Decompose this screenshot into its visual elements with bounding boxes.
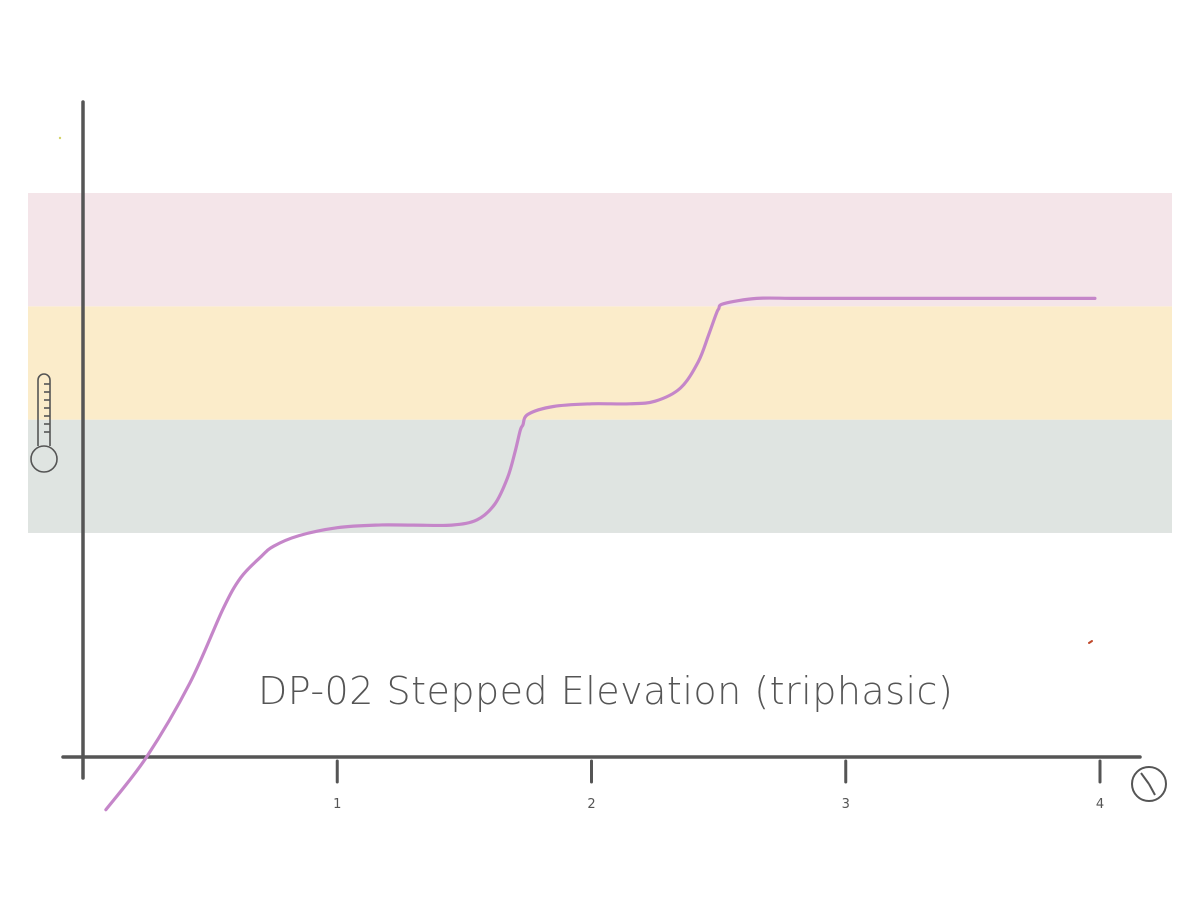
x-tick-label: 1 <box>333 797 341 812</box>
band-1 <box>28 419 1172 533</box>
band-3 <box>28 193 1172 307</box>
x-axis-tick-labels: 1 2 3 4 <box>333 797 1104 812</box>
chart-title: DP-02 Stepped Elevation (triphasic) <box>258 669 953 713</box>
stopwatch-icon <box>1131 766 1167 802</box>
x-tick-label: 2 <box>587 797 595 812</box>
x-axis-ticks <box>335 759 1102 784</box>
x-tick-label: 3 <box>842 797 850 812</box>
band-2 <box>28 306 1172 420</box>
background-bands <box>28 193 1172 533</box>
speck-mark <box>1088 640 1093 644</box>
speck-dot <box>58 136 62 140</box>
series-line <box>104 296 1097 812</box>
x-tick-label: 4 <box>1096 797 1104 812</box>
thermometer-icon <box>30 373 58 473</box>
